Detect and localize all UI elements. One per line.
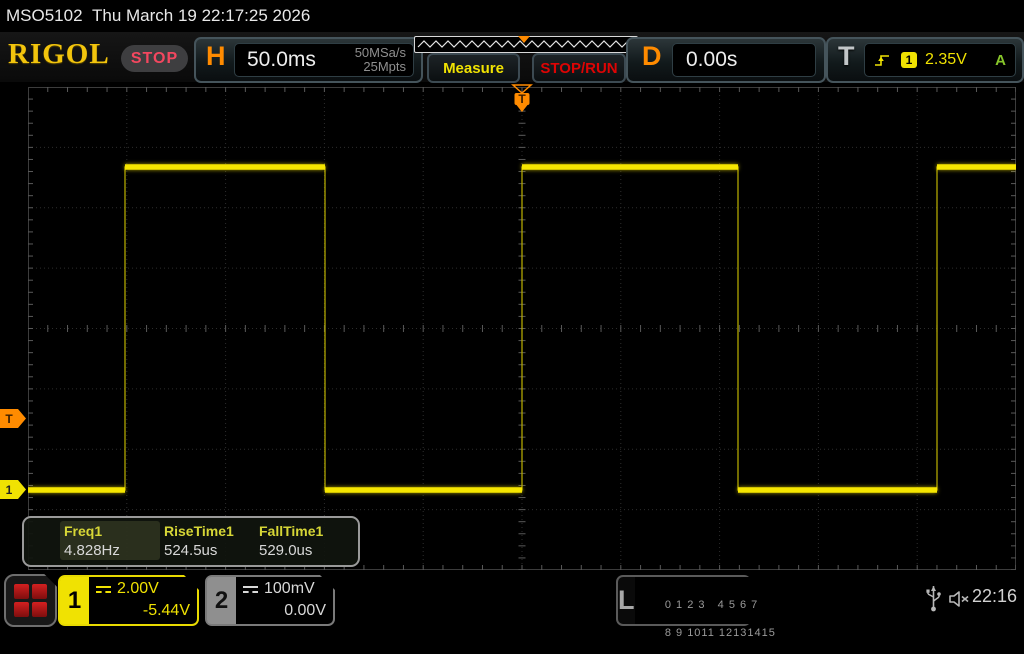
logic-channel-numbers: 0 1 2 3 4 5 6 7 8 9 1011 12131415 — [634, 577, 776, 639]
run-state-badge[interactable]: STOP — [121, 45, 188, 72]
t-label: T — [838, 41, 855, 71]
trigger-level-value: 2.35V — [925, 51, 967, 68]
model-name: MSO5102 — [6, 6, 83, 25]
measurement-label: FallTime1 — [259, 523, 324, 539]
channel1-badge[interactable]: 1 2.00V -5.44V — [58, 575, 199, 626]
grid-icon-cells — [14, 584, 47, 617]
trigger-sweep-mode: A — [995, 51, 1006, 69]
trigger-source-badge: 1 — [901, 52, 917, 68]
delay-value: 0.00s — [686, 48, 738, 71]
acquisition-info: 50MSa/s 25Mpts — [355, 46, 406, 74]
d-label: D — [642, 41, 662, 71]
svg-text:T: T — [5, 412, 13, 426]
rising-edge-icon — [875, 54, 889, 66]
dc-coupling-icon — [96, 585, 111, 593]
rigol-logo: RIGOL — [8, 38, 110, 70]
svg-text:T: T — [518, 92, 526, 106]
header-bar: RIGOL STOP H 50.0ms 50MSa/s 25Mpts Measu… — [0, 32, 1024, 83]
trigger-level-marker[interactable]: T — [0, 409, 27, 428]
trigger-display: 1 2.35V A — [864, 43, 1016, 77]
stop-run-button[interactable]: STOP/RUN — [532, 53, 626, 83]
measurement-label: RiseTime1 — [164, 523, 234, 539]
waveform-display[interactable] — [28, 87, 1016, 570]
speaker-muted-icon[interactable] — [948, 590, 972, 608]
channel1-scale: 2.00V — [117, 580, 159, 597]
logic-row2: 8 9 1011 12131415 — [664, 627, 776, 639]
channel2-offset: 0.00V — [284, 602, 326, 619]
bottom-bar: 1 2.00V -5.44V 2 100mV 0.00V L 0 1 2 3 4… — [0, 571, 1024, 639]
usb-icon — [926, 586, 941, 612]
h-label: H — [206, 41, 226, 71]
ch1-position-marker[interactable]: 1 — [0, 480, 27, 499]
horizontal-panel[interactable]: H 50.0ms 50MSa/s 25Mpts — [194, 37, 423, 83]
trigger-position-pin[interactable]: T — [511, 84, 533, 114]
delay-display: 0.00s — [672, 43, 816, 77]
svg-text:1: 1 — [6, 483, 13, 497]
badge-notch — [320, 575, 335, 590]
channel1-number: 1 — [60, 577, 89, 624]
measurement-value: 4.828Hz — [64, 542, 120, 559]
datetime-text: Thu March 19 22:17:25 2026 — [92, 6, 311, 25]
channel2-number: 2 — [207, 577, 236, 624]
sample-rate: 50MSa/s — [354, 45, 406, 60]
measure-button[interactable]: Measure — [427, 53, 520, 83]
overview-waveform-icon — [417, 40, 629, 48]
dc-coupling-icon — [243, 585, 258, 593]
channel2-badge[interactable]: 2 100mV 0.00V — [205, 575, 335, 626]
channel1-info: 2.00V -5.44V — [89, 577, 197, 624]
measurement-panel[interactable]: Freq1 4.828Hz RiseTime1 524.5us FallTime… — [22, 516, 360, 567]
channel1-offset: -5.44V — [142, 602, 190, 619]
timebase-value: 50.0ms — [247, 48, 316, 71]
channel2-info: 100mV 0.00V — [236, 577, 333, 624]
trigger-panel[interactable]: T 1 2.35V A — [826, 37, 1024, 83]
measurement-value: 529.0us — [259, 542, 313, 559]
measurement-value: 524.5us — [164, 542, 218, 559]
memory-depth: 25Mpts — [363, 59, 406, 74]
measurement-label: Freq1 — [64, 523, 103, 539]
channel2-scale: 100mV — [264, 580, 315, 597]
delay-panel[interactable]: D 0.00s — [626, 37, 826, 83]
clock-text: 22:16 — [972, 586, 1018, 606]
badge-notch — [184, 575, 199, 590]
menu-grid-icon[interactable] — [4, 574, 57, 627]
logic-channels-badge[interactable]: L 0 1 2 3 4 5 6 7 8 9 1011 12131415 — [616, 575, 776, 639]
timebase-display: 50.0ms 50MSa/s 25Mpts — [234, 43, 414, 77]
status-bar: MSO5102 Thu March 19 22:17:25 2026 — [0, 0, 1024, 32]
logic-label: L — [618, 585, 635, 615]
logic-row1: 0 1 2 3 4 5 6 7 — [664, 599, 759, 611]
overview-trigger-marker[interactable] — [518, 36, 530, 43]
measurement-selected-highlight — [60, 521, 160, 560]
